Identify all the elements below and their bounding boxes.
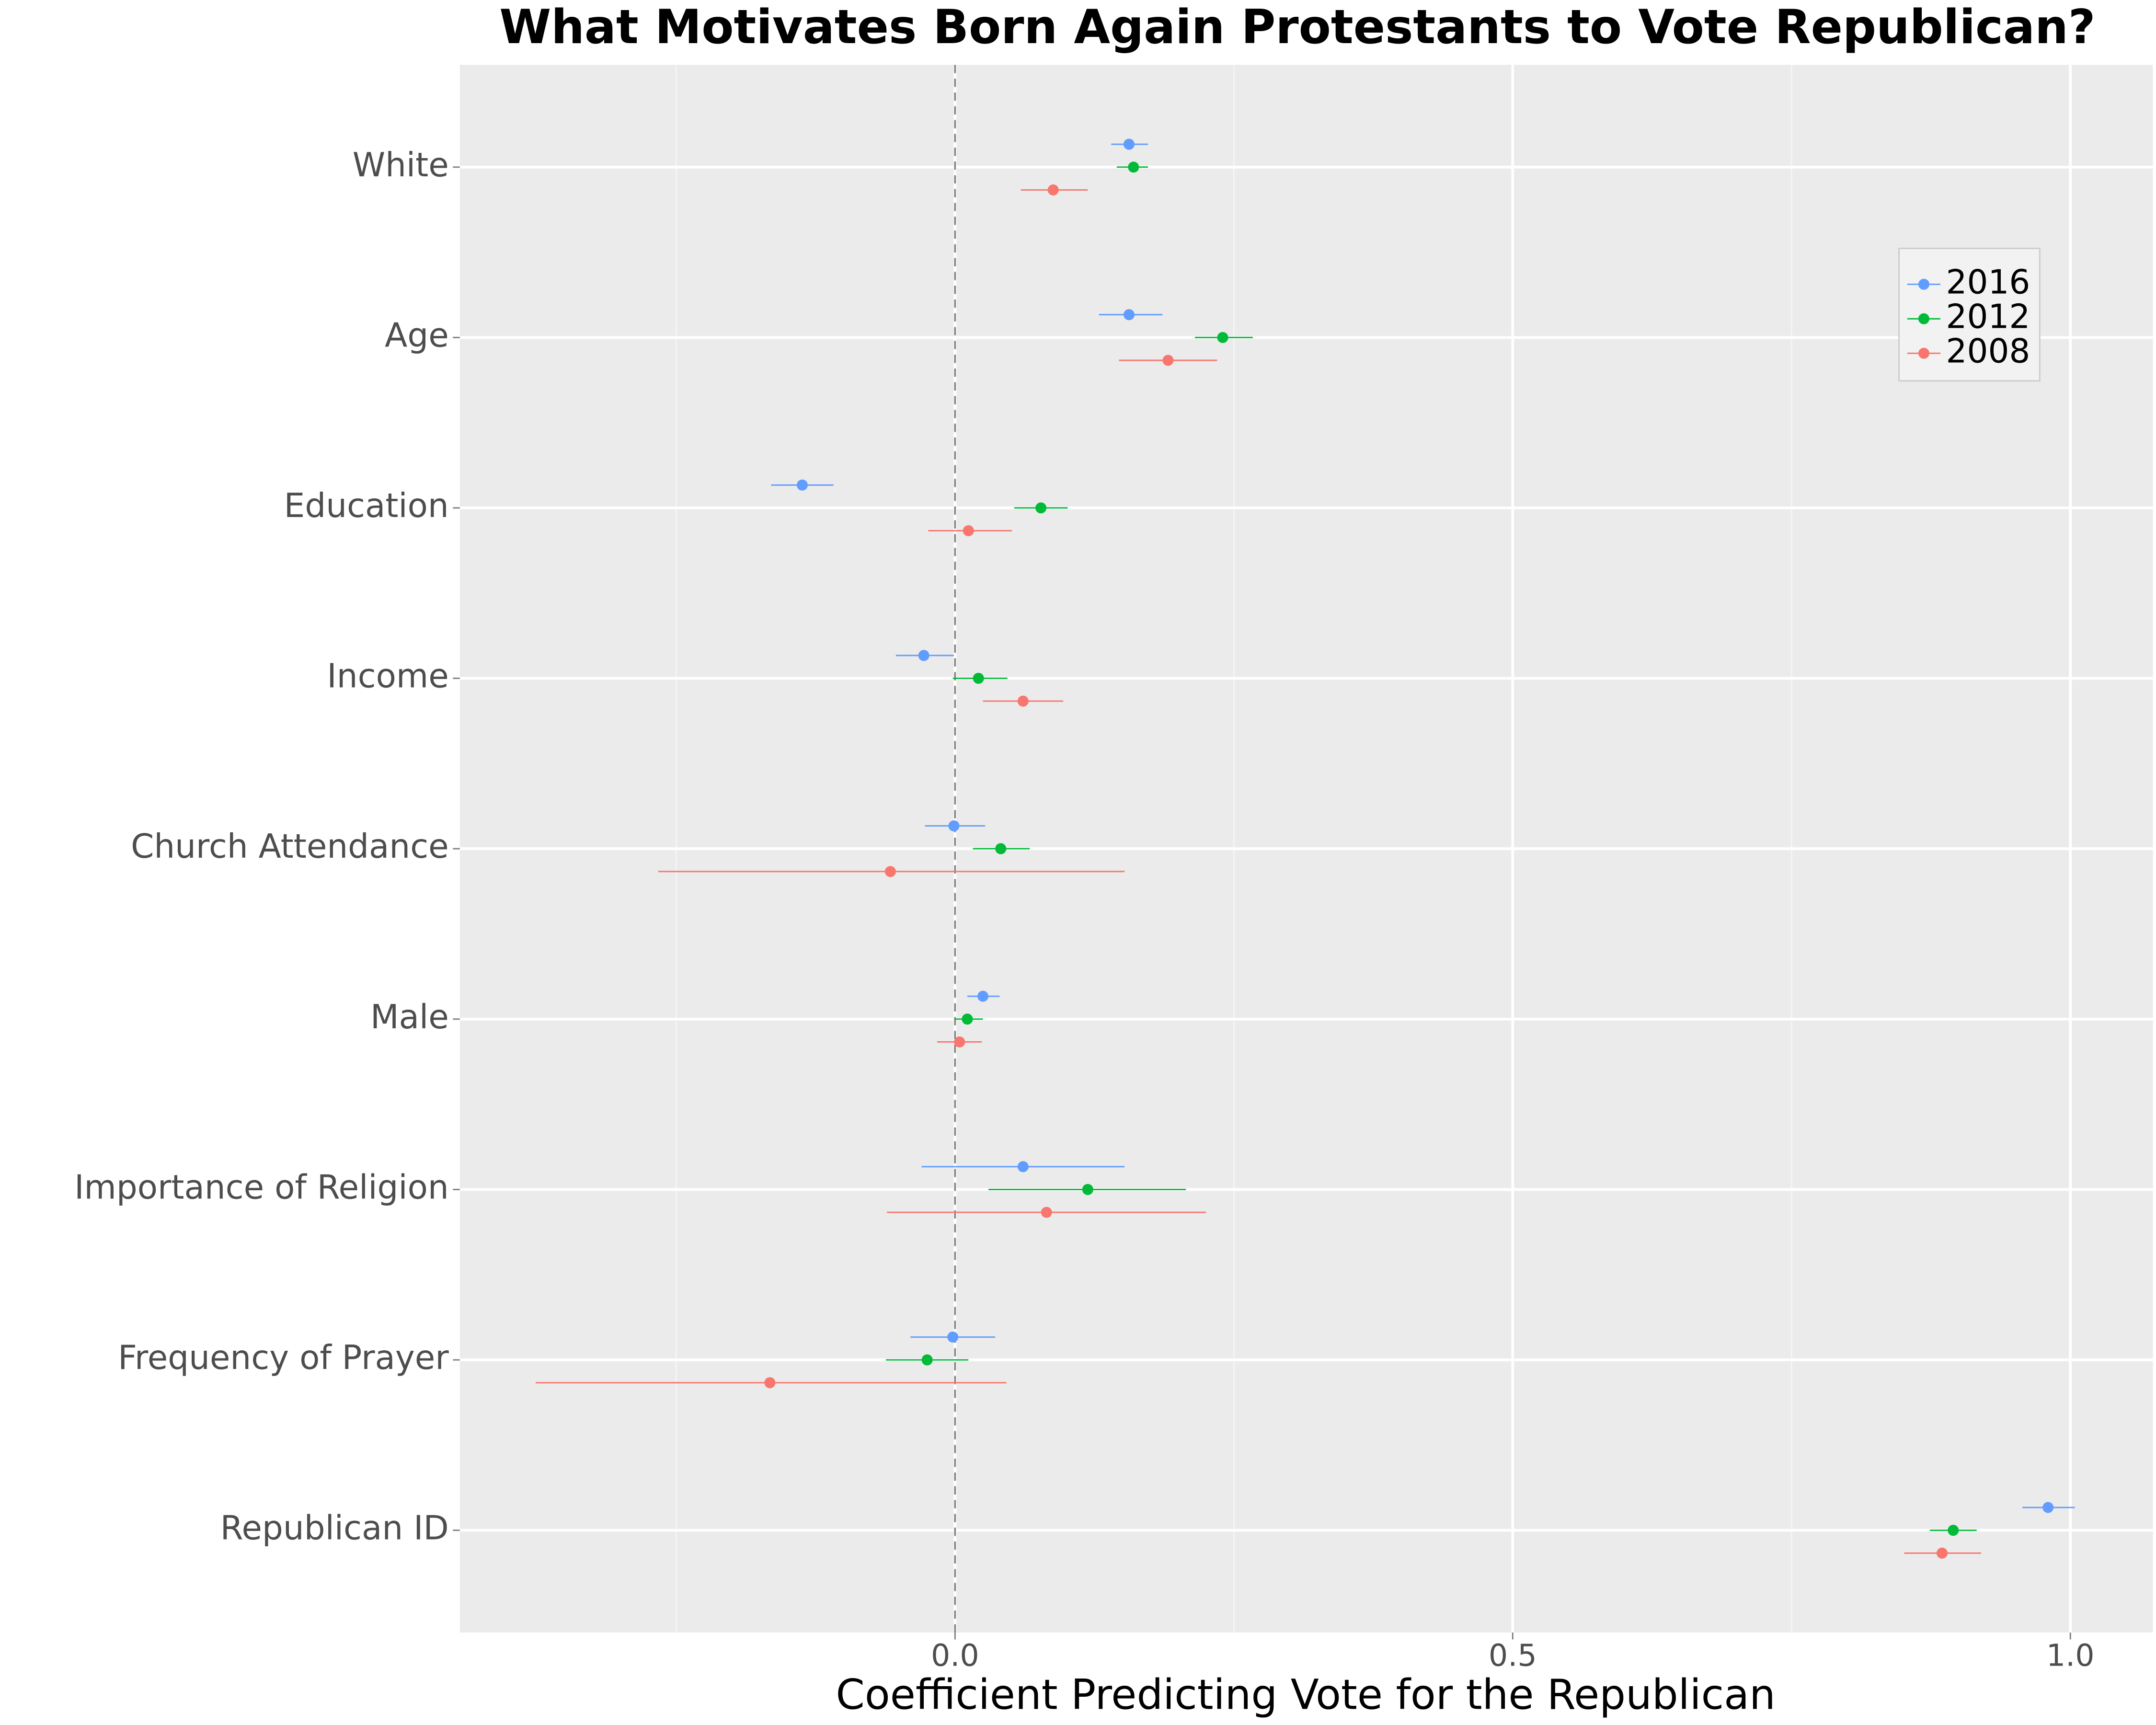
point (977, 990, 989, 1002)
point (1123, 309, 1135, 321)
point (963, 525, 974, 537)
point (1017, 1161, 1029, 1173)
y-tick-label: Education (284, 487, 449, 525)
legend-label: 2008 (1946, 332, 2030, 370)
x-axis-label: Coefficient Predicting Vote for the Repu… (836, 1671, 1776, 1719)
point (1128, 161, 1139, 173)
point (796, 479, 808, 491)
y-tick-label: Importance of Religion (74, 1168, 449, 1207)
point (973, 673, 984, 684)
y-tick-label: Age (385, 316, 449, 355)
point (1035, 502, 1047, 514)
legend-key-point (1918, 278, 1929, 290)
x-tick-label: 1.0 (2046, 1637, 2095, 1673)
y-tick-label: Male (370, 998, 449, 1036)
y-tick-label: Frequency of Prayer (118, 1339, 449, 1377)
y-tick-label: White (353, 146, 449, 184)
point (947, 1331, 959, 1343)
y-tick-label: Church Attendance (131, 828, 449, 866)
point (1123, 138, 1135, 150)
point (1162, 355, 1174, 366)
point (948, 820, 960, 832)
point (1041, 1207, 1052, 1218)
legend-key-point (1918, 313, 1929, 324)
point (2042, 1502, 2054, 1513)
point (995, 843, 1007, 854)
point (884, 866, 896, 877)
legend-key-point (1918, 347, 1929, 359)
legend-label: 2012 (1946, 298, 2030, 336)
y-tick-label: Income (327, 657, 448, 696)
point (1082, 1184, 1093, 1195)
x-tick-label: 0.5 (1489, 1637, 1537, 1673)
point (921, 1354, 933, 1366)
chart-title: What Motivates Born Again Protestants to… (499, 0, 2095, 55)
point (1948, 1525, 1959, 1536)
legend-label: 2016 (1946, 263, 2030, 301)
point (1017, 695, 1029, 707)
y-tick-label: Republican ID (220, 1509, 449, 1548)
point (764, 1377, 776, 1389)
point (954, 1036, 965, 1047)
point (1937, 1547, 1948, 1559)
point (1047, 184, 1059, 196)
point (962, 1013, 973, 1025)
x-tick-label: 0.0 (931, 1637, 979, 1673)
point (918, 650, 929, 661)
point (1217, 332, 1228, 343)
